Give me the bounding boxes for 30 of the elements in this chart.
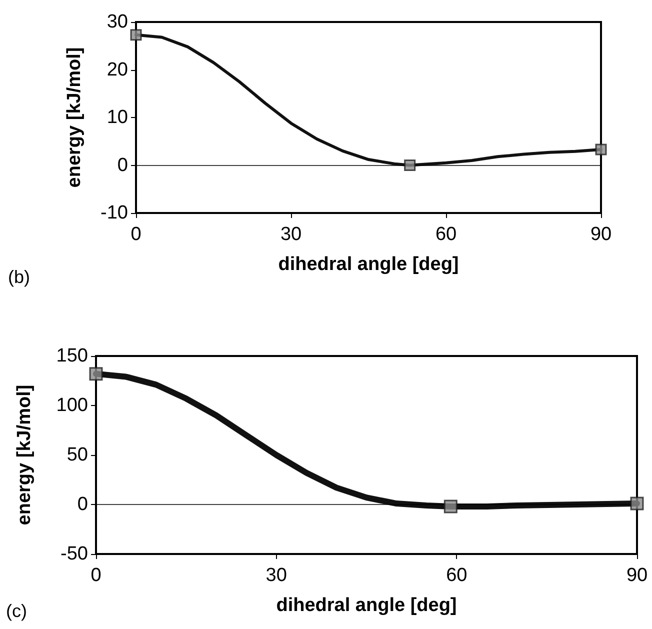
point: [595, 144, 607, 156]
point: [130, 29, 142, 41]
x-tick-label: 90: [590, 224, 612, 245]
point: [404, 160, 416, 171]
y-tick-label: -50: [60, 544, 88, 564]
point: [89, 367, 103, 381]
point: [444, 500, 458, 514]
y-tick-label: 20: [106, 59, 128, 80]
y-tick-label: -10: [100, 202, 128, 224]
x-tick-label: 30: [280, 224, 302, 245]
y-tick-label: 100: [56, 395, 88, 416]
x-tick-label: 30: [266, 565, 287, 586]
x-tick-label: 60: [435, 224, 457, 245]
x-axis-title: dihedral angle [deg]: [276, 595, 457, 616]
y-tick-label: 0: [77, 494, 88, 515]
x-tick-label: 0: [90, 565, 102, 586]
y-tick-label: 10: [106, 107, 128, 128]
y-tick-label: 50: [66, 444, 88, 466]
y-axis-title: energy [kJ/mol]: [64, 47, 85, 188]
x-axis-title: dihedral angle [deg]: [278, 254, 459, 275]
y-tick-label: 30: [106, 12, 128, 32]
x-tick-label: 90: [626, 565, 648, 586]
x-tick-label: 60: [446, 565, 468, 586]
point: [630, 496, 644, 510]
y-tick-label: 150: [56, 346, 88, 366]
text: (b): [8, 267, 30, 287]
y-axis-title: energy [kJ/mol]: [14, 384, 35, 526]
x-tick-label: 0: [130, 224, 142, 245]
y-tick-label: 0: [117, 154, 128, 176]
text: (c): [6, 601, 27, 621]
